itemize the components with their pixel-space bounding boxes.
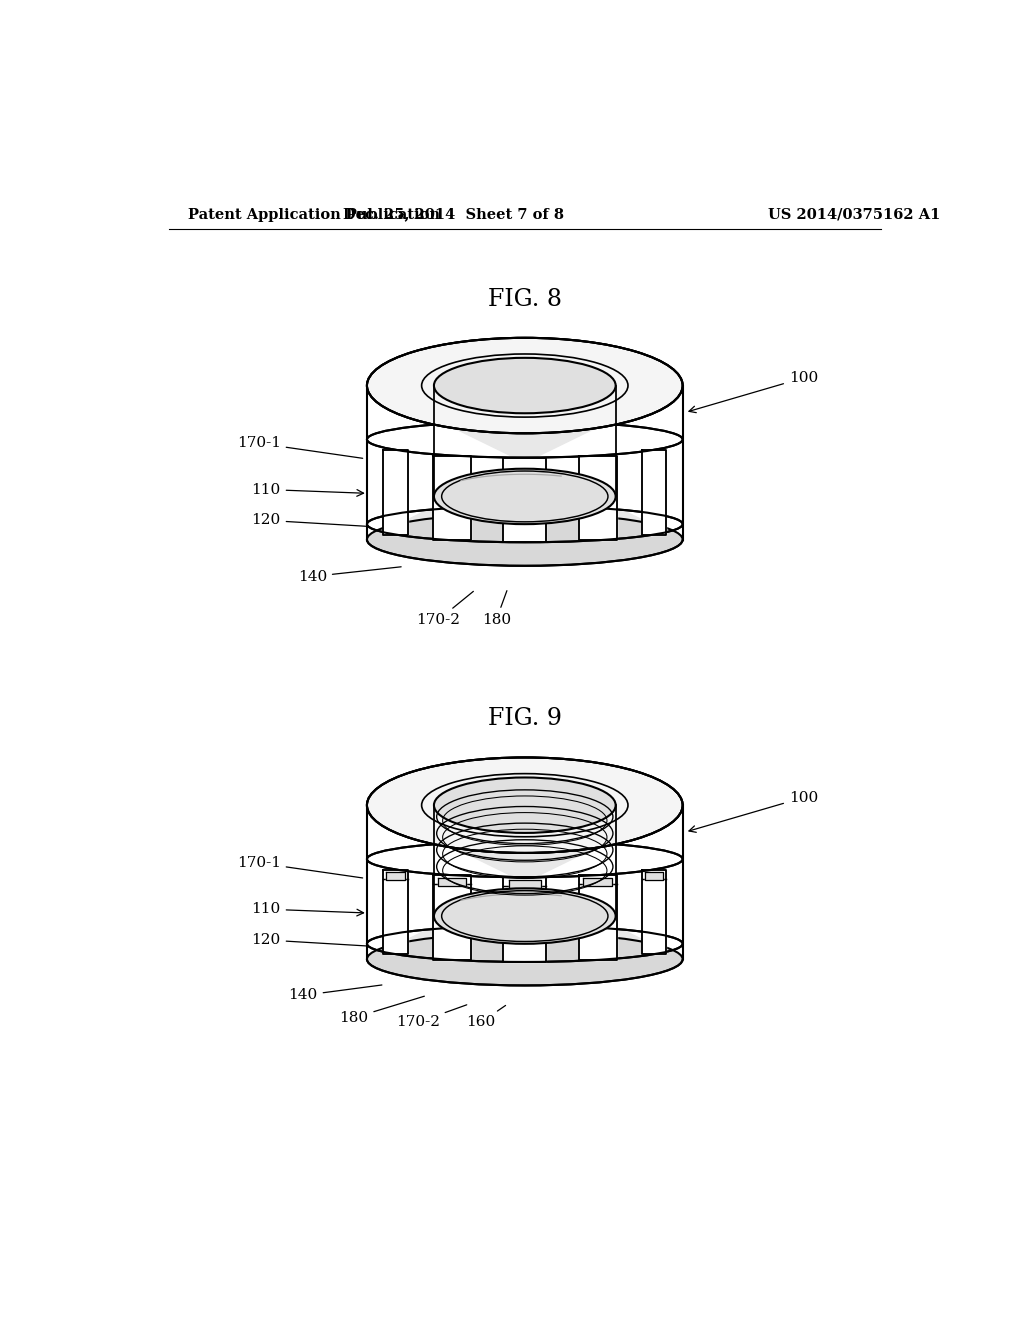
Ellipse shape [367, 338, 683, 433]
Text: Patent Application Publication: Patent Application Publication [188, 207, 440, 222]
Ellipse shape [367, 513, 683, 566]
Polygon shape [433, 455, 471, 540]
Polygon shape [579, 875, 616, 960]
Text: 120: 120 [252, 933, 367, 946]
Polygon shape [503, 878, 547, 962]
Ellipse shape [434, 777, 615, 833]
Text: 140: 140 [298, 566, 401, 583]
Polygon shape [383, 870, 408, 954]
Polygon shape [642, 870, 667, 954]
Text: 160: 160 [466, 1006, 506, 1030]
Ellipse shape [434, 469, 615, 524]
Ellipse shape [367, 758, 683, 853]
Text: 110: 110 [252, 902, 364, 916]
Polygon shape [579, 455, 616, 540]
Text: 140: 140 [289, 985, 382, 1002]
Ellipse shape [434, 888, 615, 944]
Text: FIG. 9: FIG. 9 [487, 708, 562, 730]
Polygon shape [503, 458, 547, 543]
Text: 170-1: 170-1 [237, 855, 362, 878]
Text: FIG. 8: FIG. 8 [487, 288, 562, 310]
Text: 170-2: 170-2 [417, 591, 473, 627]
Text: 170-2: 170-2 [395, 1005, 467, 1030]
Text: 180: 180 [339, 997, 424, 1024]
Polygon shape [584, 878, 612, 886]
Text: US 2014/0375162 A1: US 2014/0375162 A1 [768, 207, 941, 222]
Text: 100: 100 [689, 371, 818, 413]
Polygon shape [645, 871, 664, 880]
Text: 100: 100 [689, 791, 818, 833]
Text: Dec. 25, 2014  Sheet 7 of 8: Dec. 25, 2014 Sheet 7 of 8 [343, 207, 564, 222]
Polygon shape [433, 875, 471, 960]
Text: 180: 180 [481, 590, 511, 627]
Polygon shape [437, 878, 466, 886]
Ellipse shape [367, 933, 683, 986]
Polygon shape [367, 338, 683, 540]
Polygon shape [383, 450, 408, 535]
Text: 120: 120 [252, 513, 367, 527]
Text: 110: 110 [252, 483, 364, 496]
Polygon shape [386, 871, 404, 880]
Polygon shape [509, 879, 541, 888]
Polygon shape [642, 450, 667, 535]
Text: 170-1: 170-1 [237, 437, 362, 458]
Ellipse shape [434, 358, 615, 413]
Polygon shape [367, 758, 683, 960]
